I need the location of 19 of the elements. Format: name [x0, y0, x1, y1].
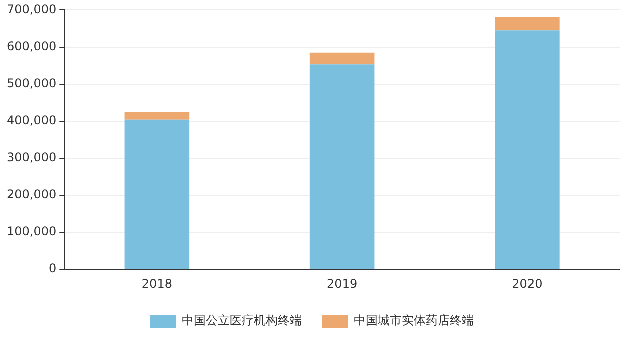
bar	[124, 120, 190, 270]
y-tick-label: 300,000	[7, 150, 57, 165]
bar	[495, 30, 560, 270]
y-tick-label: 600,000	[7, 39, 57, 54]
bar	[310, 52, 375, 65]
bar	[310, 64, 375, 270]
bar	[495, 17, 560, 31]
y-tick-label: 0	[48, 262, 57, 276]
y-tick-label: 100,000	[7, 224, 57, 239]
bar	[124, 112, 190, 120]
legend-label: 中国城市实体药店终端	[354, 314, 474, 328]
y-tick-label: 400,000	[7, 113, 57, 128]
x-tick-label: 2019	[327, 276, 358, 291]
y-tick-label: 200,000	[7, 188, 57, 202]
x-tick-label: 2018	[142, 276, 172, 291]
x-tick-label: 2020	[512, 276, 543, 291]
y-tick-label: 700,000	[7, 2, 57, 16]
y-tick-label: 500,000	[7, 76, 57, 90]
legend-label: 中国公立医疗机构终端	[182, 314, 302, 328]
